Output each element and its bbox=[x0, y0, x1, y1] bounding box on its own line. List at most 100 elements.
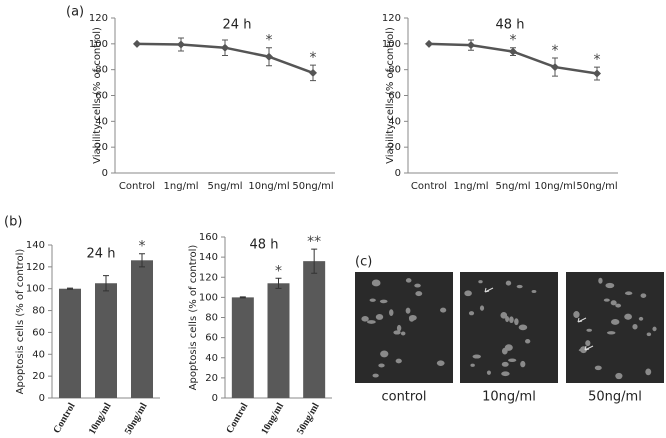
error-bar bbox=[103, 275, 109, 292]
cell bbox=[414, 283, 421, 288]
cell bbox=[585, 340, 591, 347]
x-tick-label: 5ng/ml bbox=[496, 181, 531, 192]
y-tick-label: 80 bbox=[388, 65, 401, 76]
bar bbox=[303, 261, 326, 398]
y-tick-label: 120 bbox=[89, 13, 108, 24]
cell bbox=[486, 370, 491, 375]
error-bar bbox=[178, 37, 184, 52]
y-tick-label: 60 bbox=[388, 91, 401, 102]
image-label: 10ng/ml bbox=[482, 390, 536, 405]
cell bbox=[375, 313, 384, 320]
y-axis-label: Viability cells (% of control) bbox=[385, 27, 396, 164]
cell bbox=[514, 318, 519, 326]
y-tick-label: 80 bbox=[32, 306, 45, 317]
panel-label: (b) bbox=[4, 215, 22, 230]
error-bar bbox=[222, 39, 228, 56]
y-tick-label: 140 bbox=[26, 240, 45, 251]
cell bbox=[395, 358, 402, 364]
cell bbox=[405, 307, 411, 314]
cell bbox=[369, 298, 376, 302]
cell bbox=[610, 300, 617, 306]
y-tick-label: 140 bbox=[199, 252, 218, 263]
cell bbox=[389, 309, 394, 317]
cell bbox=[638, 316, 644, 321]
cell bbox=[573, 311, 580, 319]
x-tick-label: 50ng/ml bbox=[295, 401, 322, 437]
image-label: control bbox=[381, 390, 426, 405]
y-tick-label: 20 bbox=[95, 142, 108, 153]
error-bar bbox=[311, 248, 318, 274]
cell bbox=[504, 344, 513, 351]
chart-title: 48 h bbox=[250, 238, 279, 253]
cell bbox=[380, 350, 389, 358]
y-tick-label: 0 bbox=[395, 168, 401, 179]
cell bbox=[610, 319, 620, 325]
x-tick-label: 50ng/ml bbox=[123, 401, 150, 437]
y-tick-label: 100 bbox=[89, 39, 108, 50]
error-bar bbox=[275, 277, 282, 289]
y-tick-label: 100 bbox=[382, 39, 401, 50]
cell bbox=[520, 360, 526, 368]
x-tick-label: 10ng/ml bbox=[259, 401, 286, 437]
micrograph bbox=[566, 272, 664, 383]
cell bbox=[505, 280, 512, 286]
cell bbox=[361, 316, 369, 322]
arrow bbox=[584, 345, 594, 351]
cell bbox=[372, 373, 379, 378]
cell bbox=[366, 320, 376, 324]
x-tick-label: 10ng/ml bbox=[248, 181, 289, 192]
y-tick-label: 120 bbox=[26, 262, 45, 273]
cell bbox=[472, 354, 481, 359]
panel-label: (c) bbox=[355, 255, 372, 270]
x-tick-label: 5ng/ml bbox=[208, 181, 243, 192]
y-tick-label: 120 bbox=[199, 272, 218, 283]
x-tick-label: Control bbox=[224, 401, 250, 435]
bar bbox=[95, 283, 117, 398]
cell bbox=[371, 279, 381, 287]
x-tick-label: Control bbox=[119, 181, 155, 192]
error-bar bbox=[239, 296, 246, 299]
x-tick-label: 50ng/ml bbox=[576, 181, 617, 192]
x-tick-label: 10ng/ml bbox=[87, 401, 114, 437]
cell bbox=[405, 278, 412, 283]
y-tick-label: 60 bbox=[32, 327, 45, 338]
y-tick-label: 100 bbox=[26, 284, 45, 295]
y-tick-label: 80 bbox=[205, 313, 218, 324]
cell bbox=[501, 361, 509, 367]
chart-title: 48 h bbox=[496, 18, 525, 33]
error-bar bbox=[510, 47, 516, 56]
significance-mark: * bbox=[510, 33, 517, 49]
cell bbox=[646, 332, 652, 337]
micrographs bbox=[355, 272, 664, 383]
cell bbox=[598, 277, 603, 284]
cell bbox=[524, 339, 531, 344]
cell bbox=[624, 291, 633, 296]
bar bbox=[231, 297, 254, 398]
error-bar bbox=[552, 57, 558, 77]
y-axis-label: Apoptosis cells (% of control) bbox=[188, 245, 199, 391]
cell bbox=[508, 358, 517, 363]
y-tick-label: 40 bbox=[388, 116, 401, 127]
micrograph bbox=[460, 272, 558, 383]
y-tick-label: 20 bbox=[388, 142, 401, 153]
error-bar bbox=[468, 39, 474, 51]
panel-label: (a) bbox=[66, 5, 84, 20]
cell bbox=[479, 305, 485, 311]
cell bbox=[586, 328, 592, 332]
significance-mark: * bbox=[139, 239, 146, 255]
significance-mark: * bbox=[310, 50, 317, 66]
y-tick-label: 40 bbox=[95, 116, 108, 127]
cell bbox=[652, 326, 657, 332]
micrograph bbox=[355, 272, 453, 383]
error-bar bbox=[266, 47, 272, 67]
cell bbox=[516, 284, 523, 289]
chart-title: 24 h bbox=[223, 18, 252, 33]
y-tick-label: 0 bbox=[102, 168, 108, 179]
image-label: 50ng/ml bbox=[588, 390, 642, 405]
cell bbox=[500, 312, 508, 319]
cell bbox=[632, 323, 638, 330]
cell bbox=[408, 314, 417, 321]
error-bar bbox=[594, 66, 600, 81]
x-tick-label: Control bbox=[51, 401, 77, 435]
